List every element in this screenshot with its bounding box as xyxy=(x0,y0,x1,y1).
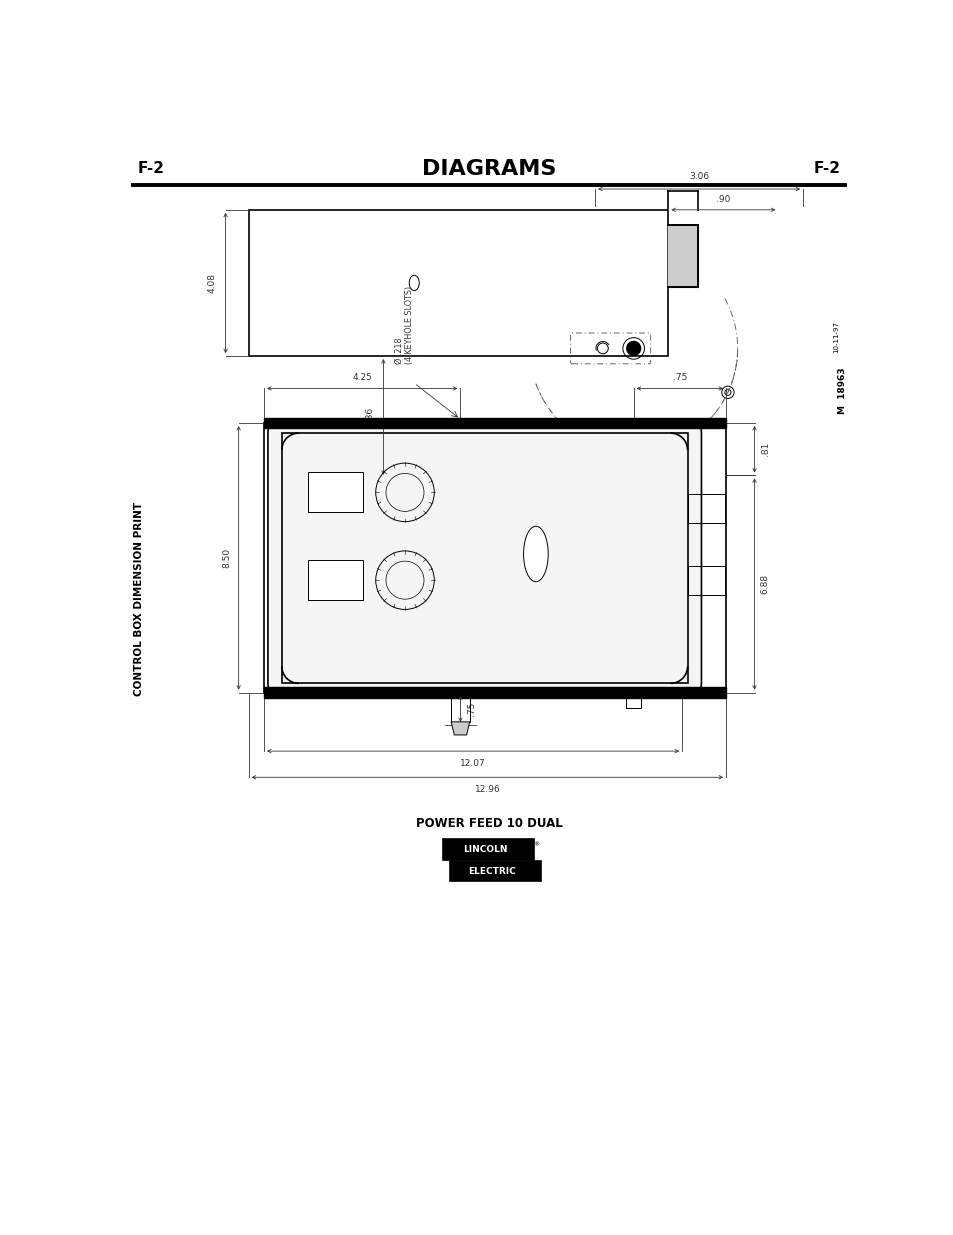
Text: 8.50: 8.50 xyxy=(222,548,232,568)
Bar xyxy=(451,693,469,721)
Bar xyxy=(249,210,668,356)
Text: 3.06: 3.06 xyxy=(688,173,708,182)
Circle shape xyxy=(626,341,640,356)
Text: LINCOLN: LINCOLN xyxy=(463,845,508,855)
Text: POWER FEED 10 DUAL: POWER FEED 10 DUAL xyxy=(416,818,561,830)
Polygon shape xyxy=(264,687,725,698)
Text: 6.88: 6.88 xyxy=(760,574,769,594)
Bar xyxy=(687,566,723,595)
Text: 4.08: 4.08 xyxy=(207,273,216,293)
Text: DIAGRAMS: DIAGRAMS xyxy=(421,159,556,179)
Text: F-2: F-2 xyxy=(813,162,840,177)
Text: 12.96: 12.96 xyxy=(474,785,499,794)
Bar xyxy=(625,692,640,708)
Bar xyxy=(308,472,363,513)
Bar xyxy=(308,561,363,600)
Text: 3.86: 3.86 xyxy=(365,406,374,427)
Text: ELECTRIC: ELECTRIC xyxy=(468,867,516,876)
Text: ®: ® xyxy=(533,842,538,847)
Text: Ø .218
(4 KEYHOLE SLOTS): Ø .218 (4 KEYHOLE SLOTS) xyxy=(395,285,414,364)
Bar xyxy=(281,433,687,683)
Text: .75: .75 xyxy=(467,701,476,716)
Text: .81: .81 xyxy=(760,442,769,457)
Text: .90: .90 xyxy=(716,195,730,205)
Ellipse shape xyxy=(523,526,548,582)
Bar xyxy=(687,494,723,524)
Text: 4.25: 4.25 xyxy=(352,373,372,383)
Text: M  18963: M 18963 xyxy=(837,368,846,414)
Bar xyxy=(443,839,534,861)
Text: F-2: F-2 xyxy=(137,162,164,177)
Text: .75: .75 xyxy=(672,373,686,383)
Text: CONTROL BOX DIMENSION PRINT: CONTROL BOX DIMENSION PRINT xyxy=(133,501,143,695)
FancyBboxPatch shape xyxy=(268,419,700,698)
Polygon shape xyxy=(451,721,469,735)
Bar xyxy=(449,861,540,882)
Text: 12.07: 12.07 xyxy=(459,758,485,768)
Polygon shape xyxy=(264,417,725,429)
Text: 10-11-97: 10-11-97 xyxy=(832,321,839,353)
Polygon shape xyxy=(668,225,697,287)
